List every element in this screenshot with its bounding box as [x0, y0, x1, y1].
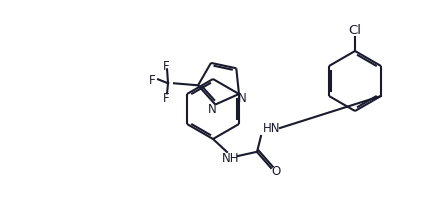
Text: NH: NH — [222, 151, 240, 164]
Text: F: F — [149, 74, 155, 86]
Text: N: N — [238, 92, 246, 105]
Text: F: F — [163, 91, 169, 104]
Text: O: O — [271, 165, 281, 178]
Text: N: N — [208, 103, 217, 115]
Text: F: F — [163, 60, 169, 73]
Text: Cl: Cl — [348, 23, 362, 36]
Text: HN: HN — [263, 122, 281, 135]
